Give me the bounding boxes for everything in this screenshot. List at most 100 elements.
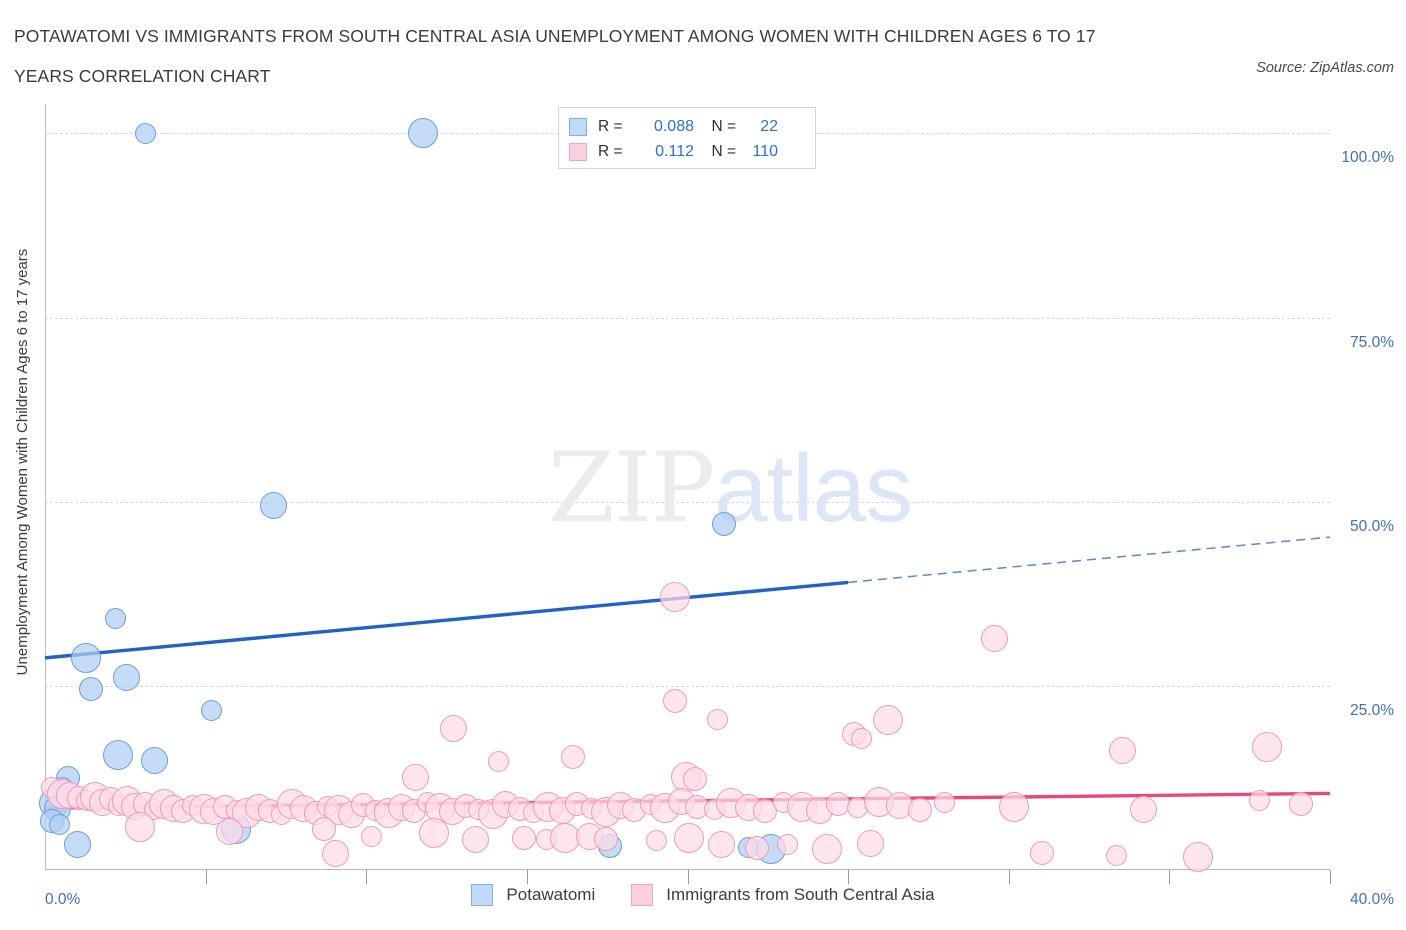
stats-n-label-1: N = [711, 117, 736, 135]
x-axis-tick-4 [687, 870, 689, 884]
scatter-point[interactable] [752, 799, 777, 824]
scatter-point[interactable] [134, 122, 156, 144]
x-axis-tick-2 [366, 870, 368, 884]
scatter-point[interactable] [64, 830, 92, 858]
scatter-point[interactable] [1109, 737, 1137, 765]
y-axis-line [45, 104, 46, 870]
scatter-point[interactable] [461, 825, 489, 853]
stats-r-value-2: 0.112 [655, 142, 694, 160]
x-axis-min-label: 0.0% [45, 891, 81, 908]
scatter-point[interactable] [660, 582, 691, 613]
scatter-point[interactable] [908, 797, 933, 822]
scatter-point[interactable] [322, 840, 350, 868]
scatter-point[interactable] [71, 642, 102, 673]
scatter-point[interactable] [216, 818, 244, 846]
trendline-0-solid [44, 580, 849, 660]
legend-item-potawatomi[interactable]: Potawatomi [471, 884, 595, 906]
stats-n-label-2: N = [711, 142, 736, 160]
scatter-point[interactable] [440, 715, 468, 743]
scatter-point[interactable] [401, 763, 429, 791]
correlation-stats-box: R = 0.088 N = 22 R = 0.112 N = 110 [558, 107, 816, 169]
scatter-point[interactable] [873, 704, 904, 735]
scatter-point[interactable] [360, 825, 382, 847]
scatter-point[interactable] [488, 751, 510, 773]
scatter-point[interactable] [744, 835, 769, 860]
scatter-point[interactable] [593, 827, 618, 852]
scatter-point[interactable] [1289, 792, 1314, 817]
scatter-point[interactable] [682, 767, 707, 792]
scatter-point[interactable] [851, 727, 873, 749]
stats-r-label-2: R = [598, 142, 623, 160]
chart-title-block: POTAWATOMI VS IMMIGRANTS FROM SOUTH CENT… [14, 16, 1214, 96]
y-axis-tick-label-50: 50.0% [1350, 517, 1394, 535]
scatter-point[interactable] [812, 834, 843, 865]
scatter-point[interactable] [1248, 790, 1270, 812]
scatter-point[interactable] [1030, 841, 1055, 866]
scatter-point[interactable] [48, 813, 70, 835]
scatter-point[interactable] [408, 118, 439, 149]
trend-lines [44, 536, 1331, 810]
scatter-point[interactable] [113, 663, 141, 691]
stats-swatch-blue [569, 117, 587, 136]
x-axis-max-label: 40.0% [1350, 891, 1394, 908]
scatter-point[interactable] [103, 740, 134, 771]
scatter-point[interactable] [857, 829, 885, 857]
page-title-line-1: POTAWATOMI VS IMMIGRANTS FROM SOUTH CENT… [14, 26, 1096, 46]
scatter-point[interactable] [674, 822, 705, 853]
x-axis-tick-7 [1169, 870, 1171, 884]
series-legend: Potawatomi Immigrants from South Central… [0, 884, 1406, 906]
legend-swatch-pink-icon [631, 884, 654, 906]
legend-label-immigrants: Immigrants from South Central Asia [666, 885, 935, 904]
x-axis-tick-6 [1008, 870, 1010, 884]
scatter-point[interactable] [550, 823, 581, 854]
x-axis-tick-1 [205, 870, 207, 884]
stats-r-label-1: R = [598, 117, 623, 135]
scatter-point[interactable] [200, 700, 222, 722]
x-axis-tick-5 [848, 870, 850, 884]
y-axis-tick-label-25: 25.0% [1350, 701, 1394, 719]
x-axis-tick-8 [1330, 870, 1331, 884]
gridline-25 [45, 685, 1330, 687]
scatter-point[interactable] [980, 625, 1008, 653]
scatter-point[interactable] [998, 791, 1029, 822]
stats-n-value-2: 110 [752, 142, 778, 160]
scatter-point[interactable] [511, 825, 536, 850]
scatter-point[interactable] [646, 830, 668, 852]
scatter-point[interactable] [561, 744, 586, 769]
scatter-point[interactable] [78, 676, 103, 701]
scatter-point[interactable] [140, 746, 168, 774]
scatter-point[interactable] [1252, 731, 1283, 762]
scatter-point[interactable] [124, 811, 155, 842]
stats-n-value-1: 22 [760, 117, 778, 135]
scatter-point[interactable] [104, 607, 126, 629]
scatter-point[interactable] [1130, 796, 1158, 824]
scatter-point[interactable] [418, 818, 449, 849]
scatter-point[interactable] [826, 791, 851, 816]
page-title-line-2: YEARS CORRELATION CHART [14, 66, 271, 86]
y-axis-tick-label-100: 100.0% [1341, 149, 1394, 167]
scatter-point[interactable] [706, 708, 728, 730]
scatter-point[interactable] [934, 792, 955, 814]
scatter-point[interactable] [312, 817, 337, 842]
stats-row-potawatomi: R = 0.088 N = 22 [569, 114, 805, 139]
scatter-point[interactable] [1105, 844, 1127, 866]
scatter-point[interactable] [776, 834, 798, 856]
scatter-point[interactable] [260, 491, 288, 519]
scatter-point[interactable] [712, 511, 737, 536]
plot-area: ZIPatlas [39, 104, 1331, 884]
stats-r-value-1: 0.088 [653, 117, 694, 135]
legend-swatch-blue-icon [471, 884, 494, 906]
stats-row-immigrants: R = 0.112 N = 110 [569, 139, 805, 164]
scatter-point[interactable] [707, 830, 735, 858]
scatter-point[interactable] [1183, 842, 1214, 873]
stats-swatch-pink [569, 142, 587, 161]
scatter-point[interactable] [663, 689, 688, 714]
trendline-0-dashed [848, 536, 1331, 584]
legend-item-immigrants[interactable]: Immigrants from South Central Asia [631, 884, 935, 906]
gridline-75 [45, 317, 1330, 319]
y-axis-title: Unemployment Among Women with Children A… [14, 248, 31, 676]
x-axis-tick-3 [526, 870, 528, 884]
gridline-50 [45, 501, 1330, 503]
x-axis-line [45, 869, 1330, 870]
